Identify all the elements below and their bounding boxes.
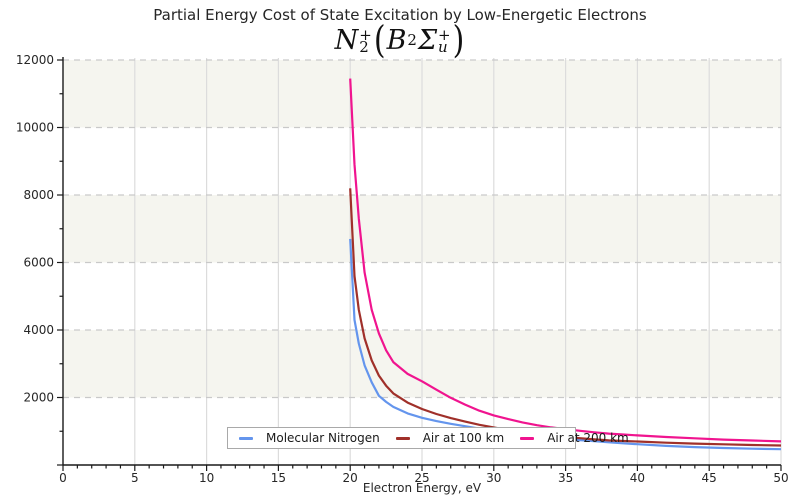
svg-text:20: 20 <box>343 471 358 485</box>
legend-item-molecular-nitrogen: Molecular Nitrogen <box>239 431 380 445</box>
x-axis-label: Electron Energy, eV <box>362 481 482 495</box>
svg-text:45: 45 <box>702 471 717 485</box>
math-b: B <box>386 24 407 56</box>
svg-text:10000: 10000 <box>16 121 54 135</box>
series-air-at-200-km <box>349 78 782 443</box>
legend-item-air-200km: Air at 200 km <box>520 431 629 445</box>
legend-line-swatch-magenta <box>520 436 535 440</box>
svg-text:50: 50 <box>773 471 788 485</box>
math-close-paren: ) <box>452 18 465 62</box>
legend-label: Air at 100 km <box>422 431 505 445</box>
svg-text:8000: 8000 <box>23 188 54 202</box>
svg-text:4000: 4000 <box>23 323 54 337</box>
x-ticks: 0 5 10 15 20 25 30 35 40 45 50 <box>59 465 789 485</box>
svg-text:6000: 6000 <box>23 256 54 270</box>
math-n: N <box>334 24 359 56</box>
math-n-scripts: +2 <box>359 25 372 56</box>
svg-text:25: 25 <box>414 471 429 485</box>
math-open-paren: ( <box>373 18 386 62</box>
svg-text:10: 10 <box>199 471 214 485</box>
svg-text:12000: 12000 <box>16 53 54 67</box>
chart-title: Partial Energy Cost of State Excitation … <box>153 6 647 24</box>
legend-line-swatch-blue <box>239 436 253 440</box>
legend: Molecular Nitrogen Air at 100 km Air at … <box>227 427 629 449</box>
svg-text:5: 5 <box>131 471 139 485</box>
math-sigma-scripts: + u <box>438 25 451 56</box>
legend-label: Molecular Nitrogen <box>266 431 380 445</box>
svg-text:40: 40 <box>630 471 645 485</box>
legend-line-swatch-darkred <box>395 436 410 440</box>
chart-subtitle-math: N +2(B 2 Σ + u) <box>334 18 465 62</box>
legend-item-air-100km: Air at 100 km <box>395 431 505 445</box>
svg-text:35: 35 <box>558 471 573 485</box>
math-sigma: Σ <box>417 24 438 56</box>
svg-text:30: 30 <box>486 471 501 485</box>
svg-text:0: 0 <box>59 471 67 485</box>
legend-label: Air at 200 km <box>547 431 629 445</box>
svg-text:15: 15 <box>271 471 286 485</box>
y-gridlines <box>63 59 781 399</box>
y-ticks: 2000 4000 6000 8000 10000 12000 <box>16 53 63 466</box>
svg-text:2000: 2000 <box>23 391 54 405</box>
